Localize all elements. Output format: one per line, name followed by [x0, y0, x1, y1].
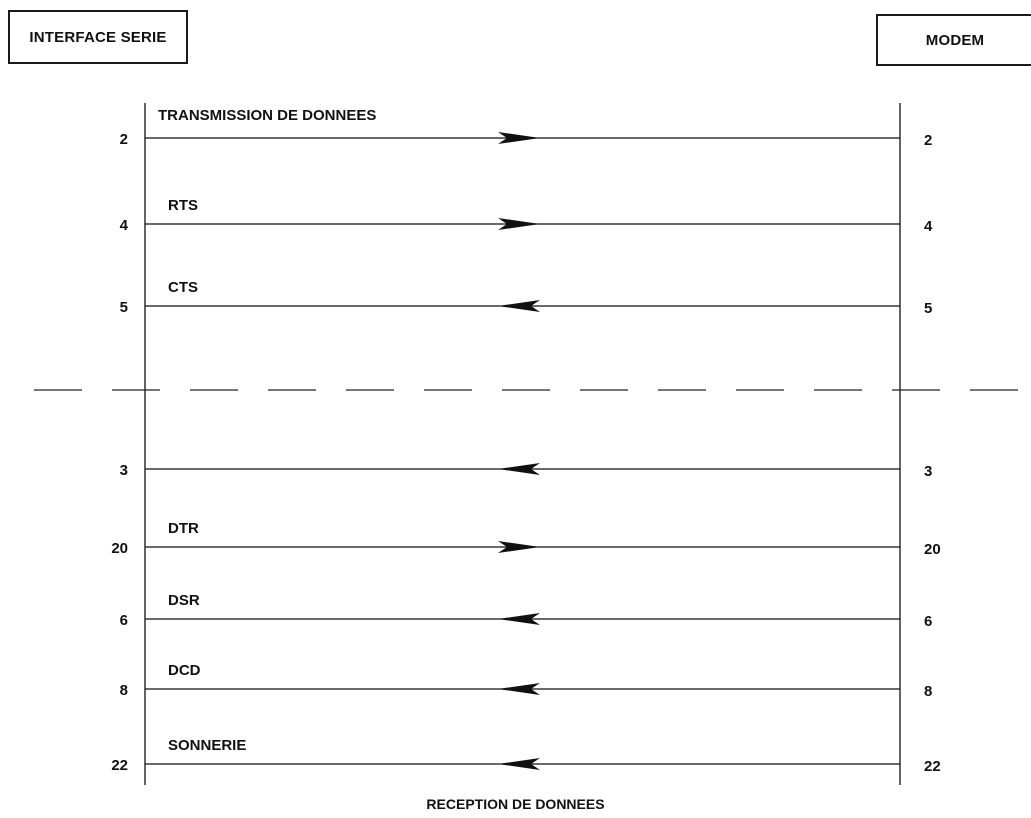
pin-right: 3 — [924, 463, 932, 480]
pin-right: 22 — [924, 758, 941, 775]
arrow-icon — [498, 300, 540, 312]
pin-right: 5 — [924, 300, 932, 317]
signal-row: 20 20 DTR — [111, 520, 940, 558]
pin-right: 8 — [924, 683, 932, 700]
pin-left: 2 — [120, 131, 128, 148]
transmission-label: TRANSMISSION DE DONNEES — [158, 107, 376, 124]
pin-right: 6 — [924, 613, 932, 630]
arrow-icon — [498, 541, 540, 553]
arrow-icon — [498, 132, 540, 144]
arrow-icon — [498, 463, 540, 475]
signal-row: 5 5 CTS — [120, 279, 933, 317]
pin-left: 6 — [120, 612, 128, 629]
signal-row: 4 4 RTS — [120, 197, 933, 235]
arrow-icon — [498, 683, 540, 695]
arrow-icon — [498, 218, 540, 230]
pin-left: 22 — [111, 757, 128, 774]
serial-interface-box: INTERFACE SERIE — [8, 10, 188, 64]
signal-row: 22 22 SONNERIE — [111, 737, 940, 775]
reception-label: RECEPTION DE DONNEES — [426, 796, 605, 812]
arrow-icon — [498, 758, 540, 770]
pin-right: 4 — [924, 218, 933, 235]
signal-name: SONNERIE — [168, 737, 246, 754]
pin-right: 20 — [924, 541, 941, 558]
pin-left: 4 — [120, 217, 129, 234]
modem-label: MODEM — [925, 31, 985, 49]
signal-name: DTR — [168, 520, 199, 537]
pin-left: 8 — [120, 682, 128, 699]
modem-box: MODEM — [876, 14, 1031, 66]
signal-name: DCD — [168, 662, 201, 679]
signal-name: DSR — [168, 592, 200, 609]
signal-row: 6 6 DSR — [120, 592, 933, 630]
signal-name: CTS — [168, 279, 198, 296]
pin-left: 20 — [111, 540, 128, 557]
pin-left: 3 — [120, 462, 128, 479]
signal-name: RTS — [168, 197, 198, 214]
pin-left: 5 — [120, 299, 128, 316]
pin-right: 2 — [924, 132, 932, 149]
signal-row: 8 8 DCD — [120, 662, 933, 700]
arrow-icon — [498, 613, 540, 625]
serial-interface-label: INTERFACE SERIE — [29, 28, 167, 46]
